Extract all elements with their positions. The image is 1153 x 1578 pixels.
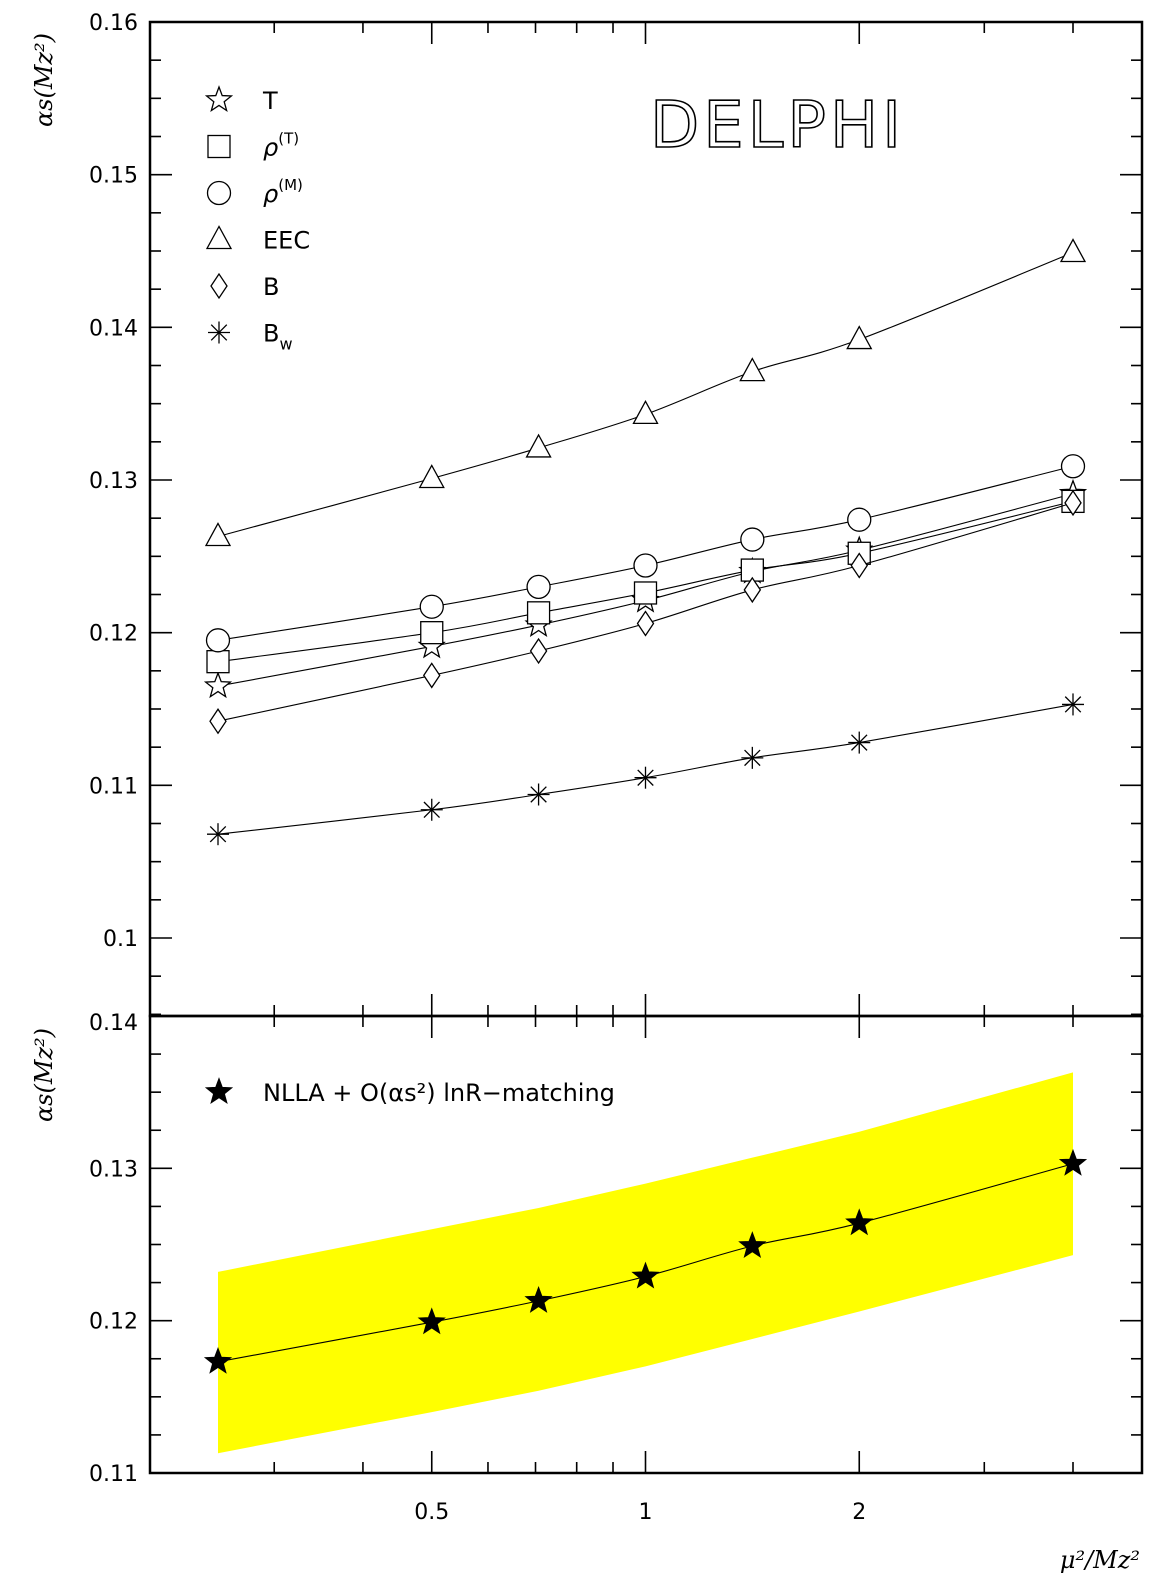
data-point (845, 1208, 874, 1236)
legend-label: Bw (263, 320, 293, 354)
legend-label: ρ(M) (263, 176, 303, 208)
series-bw (207, 693, 1084, 846)
legend-entry: EEC (205, 225, 310, 255)
data-point (741, 746, 764, 769)
data-point (207, 823, 229, 846)
data-point (417, 1307, 446, 1335)
data-point (422, 662, 441, 689)
asterisk-stroke (530, 786, 547, 803)
legend-entry: B (210, 272, 279, 301)
data-point (526, 601, 551, 625)
data-point (846, 325, 873, 350)
data-point (743, 576, 762, 604)
legend-label: EEC (263, 227, 310, 255)
x-tick-label: 1 (639, 1500, 653, 1525)
x-axis-label: μ²/Mz² (1060, 1546, 1140, 1574)
data-point (1058, 1148, 1088, 1176)
legend-marker (206, 180, 232, 206)
y-tick-label-top: 0.15 (89, 164, 138, 189)
data-point (636, 610, 655, 637)
y-tick-label-top: 0.12 (89, 622, 138, 647)
legend-layer: Tρ(T) ρ(M) EEC B Bw NLLA + O(αs²) lnR−matchin… (204, 85, 615, 1107)
legend-marker (208, 321, 230, 344)
asterisk-stroke (210, 324, 228, 341)
data-point (847, 507, 872, 532)
series--m- (205, 454, 1086, 653)
y-tick-label-bottom: 0.12 (89, 1310, 138, 1335)
data-point (1060, 454, 1086, 479)
data-point (632, 399, 659, 425)
data-point (631, 1261, 660, 1289)
legend-label: B (263, 273, 279, 301)
data-point (204, 522, 232, 547)
data-point (527, 783, 550, 806)
data-point (1059, 238, 1087, 263)
data-point (419, 594, 444, 619)
legend-entry: T (204, 85, 278, 115)
legend-entry: ρ(T) (207, 130, 299, 162)
legend-label: T (262, 87, 278, 115)
tick-labels: 0.1 0.11 0.12 0.13 0.14 0.15 0.16 0.11 0.12 0.13 0… (89, 11, 866, 1525)
data-point (420, 798, 443, 821)
series-nlla-o-s-lnr-matching (203, 1148, 1088, 1374)
legend-entry: NLLA + O(αs²) lnR−matching (204, 1077, 615, 1107)
y-tick-label-bottom: 0.13 (89, 1157, 138, 1182)
legend-marker (204, 85, 234, 113)
tick-marks (150, 21, 1142, 1474)
data-point (529, 637, 548, 665)
legend-marker (205, 225, 233, 250)
legend-marker (210, 272, 228, 300)
y-tick-label-top: 0.1 (103, 927, 138, 952)
data-point (524, 1286, 553, 1313)
y-tick-label-top: 0.11 (89, 774, 138, 799)
y-tick-label-bottom: 0.14 (89, 1011, 138, 1036)
data-point (634, 766, 657, 789)
data-point (205, 628, 231, 653)
series-b (209, 489, 1082, 735)
asterisk-stroke (209, 825, 227, 843)
legend-marker (207, 134, 231, 159)
legend-entry: ρ(M) (206, 176, 303, 208)
data-point (209, 708, 227, 735)
delphi-stamp: DELPHI (650, 89, 905, 163)
x-tick-label: 2 (852, 1500, 866, 1525)
data-point (1062, 693, 1084, 716)
asterisk-stroke (851, 734, 868, 751)
data-point (850, 552, 869, 579)
data-point (738, 1231, 767, 1259)
data-point (203, 1346, 233, 1374)
series-eec (204, 238, 1087, 547)
legend-entry: Bw (208, 320, 293, 354)
y-tick-label-top: 0.16 (89, 11, 138, 36)
asterisk-stroke (637, 769, 654, 786)
y-axis-label-bottom: αs(Mz²) (30, 1028, 58, 1122)
data-point (1064, 489, 1082, 517)
data-point (740, 527, 765, 552)
data-point (525, 433, 552, 458)
data-point (420, 621, 444, 645)
data-point (203, 671, 233, 699)
y-tick-label-bottom: 0.11 (89, 1462, 138, 1487)
y-tick-label-top: 0.14 (89, 316, 138, 341)
asterisk-stroke (423, 801, 440, 818)
y-axis-label-top: αs(Mz²) (30, 33, 58, 127)
x-tick-label: 0.5 (414, 1500, 449, 1525)
data-point (633, 581, 658, 605)
legend-label: NLLA + O(αs²) lnR−matching (263, 1079, 615, 1107)
data-point (206, 650, 230, 674)
y-tick-label-top: 0.13 (89, 469, 138, 494)
data-point (526, 574, 551, 600)
data-point (739, 357, 766, 382)
data-point (418, 464, 445, 489)
series-layer (203, 238, 1088, 1374)
legend-label: ρ(T) (263, 130, 299, 162)
asterisk-stroke (1064, 696, 1082, 713)
data-point (848, 731, 871, 754)
legend-marker (204, 1077, 234, 1105)
data-point (633, 553, 658, 578)
asterisk-stroke (744, 749, 761, 767)
